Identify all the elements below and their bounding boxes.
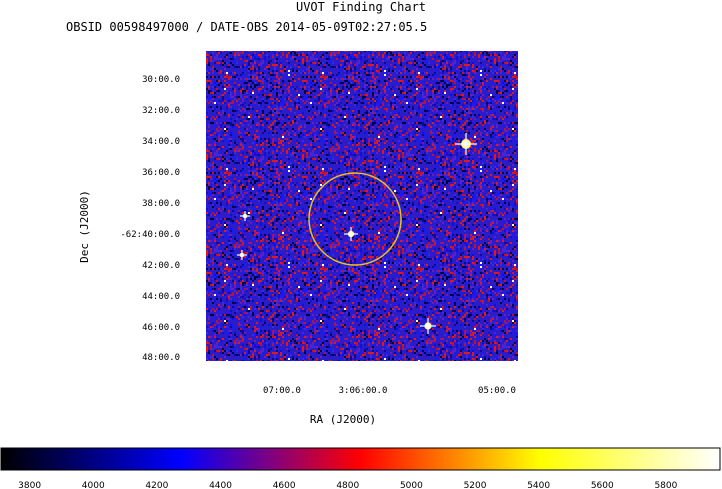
x-tick-label: 05:00.0 <box>478 386 516 396</box>
y-tick-label: 42:00.0 <box>142 261 180 271</box>
colorbar-tick-label: 5400 <box>527 481 550 489</box>
colorbar-tick-label: 5600 <box>591 481 614 489</box>
colorbar-tick-label: 4600 <box>273 481 296 489</box>
source-star-west-2 <box>237 250 247 260</box>
x-tick-label: 07:00.0 <box>263 386 301 396</box>
colorbar-tick-label: 4800 <box>336 481 359 489</box>
y-tick-label: 38:00.0 <box>142 199 180 209</box>
sky-image <box>206 51 518 361</box>
colorbar-tick-label: 4400 <box>209 481 232 489</box>
target-circle <box>308 172 402 266</box>
y-tick-label: 34:00.0 <box>142 137 180 147</box>
y-tick-label: 44:00.0 <box>142 292 180 302</box>
x-axis-label: RA (J2000) <box>309 413 377 426</box>
chart-subtitle: OBSID 00598497000 / DATE-OBS 2014-05-09T… <box>66 20 428 34</box>
colorbar-tick-label: 4000 <box>82 481 105 489</box>
colorbar <box>0 447 721 471</box>
colorbar-tick-label: 3800 <box>18 481 41 489</box>
y-tick-label: 46:00.0 <box>142 323 180 333</box>
colorbar-tick-label: 4200 <box>145 481 168 489</box>
x-tick-label: 3:06:00.0 <box>339 386 388 396</box>
colorbar-tick-label: 5000 <box>400 481 423 489</box>
y-tick-label: 32:00.0 <box>142 106 180 116</box>
source-star-center <box>344 227 358 241</box>
chart-title: UVOT Finding Chart <box>295 0 427 14</box>
source-star-west-1 <box>240 211 250 221</box>
source-bright-star-ne <box>455 133 477 155</box>
source-bright-star-se <box>420 318 436 334</box>
y-tick-label: -62:40:00.0 <box>120 230 180 240</box>
colorbar-tick-label: 5200 <box>464 481 487 489</box>
y-tick-label: 36:00.0 <box>142 168 180 178</box>
y-tick-label: 48:00.0 <box>142 353 180 363</box>
colorbar-tick-label: 5800 <box>654 481 677 489</box>
y-tick-label: 30:00.0 <box>142 75 180 85</box>
